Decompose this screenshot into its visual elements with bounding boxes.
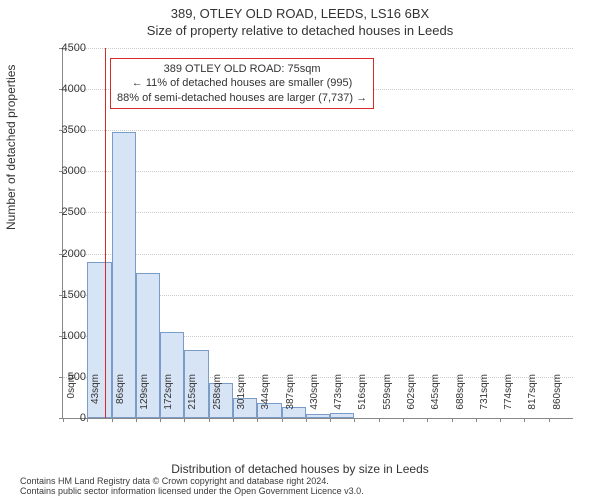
- xtick-mark: [403, 418, 404, 422]
- xtick-label: 430sqm: [309, 374, 320, 418]
- footer-line1: Contains HM Land Registry data © Crown c…: [20, 476, 364, 486]
- ytick-label: 2500: [46, 206, 86, 218]
- xtick-mark: [282, 418, 283, 422]
- xtick-label: 473sqm: [333, 374, 344, 418]
- xtick-mark: [452, 418, 453, 422]
- xtick-label: 731sqm: [479, 374, 490, 418]
- xtick-label: 129sqm: [139, 374, 150, 418]
- xtick-mark: [476, 418, 477, 422]
- xtick-label: 387sqm: [285, 374, 296, 418]
- ytick-label: 1000: [46, 330, 86, 342]
- page-title-line2: Size of property relative to detached ho…: [0, 21, 600, 38]
- xtick-label: 817sqm: [527, 374, 538, 418]
- xtick-label: 344sqm: [260, 374, 271, 418]
- xtick-label: 301sqm: [236, 374, 247, 418]
- page-title-line1: 389, OTLEY OLD ROAD, LEEDS, LS16 6BX: [0, 0, 600, 21]
- xtick-label: 43sqm: [90, 374, 101, 418]
- x-axis-label: Distribution of detached houses by size …: [0, 462, 600, 476]
- xtick-mark: [500, 418, 501, 422]
- xtick-label: 602sqm: [406, 374, 417, 418]
- gridline: [63, 171, 573, 172]
- y-axis-label: Number of detached properties: [4, 65, 18, 230]
- gridline: [63, 130, 573, 131]
- ytick-label: 1500: [46, 289, 86, 301]
- ytick-label: 4500: [46, 42, 86, 54]
- xtick-mark: [379, 418, 380, 422]
- ytick-label: 3000: [46, 165, 86, 177]
- xtick-label: 860sqm: [552, 374, 563, 418]
- gridline: [63, 212, 573, 213]
- property-marker-line: [105, 48, 106, 418]
- xtick-label: 86sqm: [115, 374, 126, 418]
- xtick-mark: [257, 418, 258, 422]
- xtick-label: 258sqm: [212, 374, 223, 418]
- footer-line2: Contains public sector information licen…: [20, 486, 364, 496]
- gridline: [63, 254, 573, 255]
- xtick-mark: [306, 418, 307, 422]
- xtick-mark: [87, 418, 88, 422]
- xtick-mark: [330, 418, 331, 422]
- xtick-label: 0sqm: [66, 374, 77, 418]
- xtick-mark: [209, 418, 210, 422]
- xtick-mark: [112, 418, 113, 422]
- xtick-label: 559sqm: [382, 374, 393, 418]
- ytick-label: 4000: [46, 83, 86, 95]
- xtick-label: 215sqm: [187, 374, 198, 418]
- xtick-mark: [160, 418, 161, 422]
- annotation-line: ← 11% of detached houses are smaller (99…: [117, 76, 367, 90]
- ytick-label: 3500: [46, 124, 86, 136]
- gridline: [63, 48, 573, 49]
- annotation-box: 389 OTLEY OLD ROAD: 75sqm← 11% of detach…: [110, 58, 374, 109]
- annotation-line: 389 OTLEY OLD ROAD: 75sqm: [117, 62, 367, 76]
- xtick-mark: [524, 418, 525, 422]
- footer-attribution: Contains HM Land Registry data © Crown c…: [20, 476, 364, 496]
- xtick-mark: [427, 418, 428, 422]
- xtick-mark: [233, 418, 234, 422]
- xtick-mark: [354, 418, 355, 422]
- xtick-mark: [136, 418, 137, 422]
- ytick-label: 2000: [46, 248, 86, 260]
- xtick-label: 688sqm: [455, 374, 466, 418]
- xtick-label: 645sqm: [430, 374, 441, 418]
- xtick-label: 172sqm: [163, 374, 174, 418]
- xtick-mark: [549, 418, 550, 422]
- xtick-label: 516sqm: [357, 374, 368, 418]
- xtick-label: 774sqm: [503, 374, 514, 418]
- xtick-mark: [184, 418, 185, 422]
- annotation-line: 88% of semi-detached houses are larger (…: [117, 91, 367, 105]
